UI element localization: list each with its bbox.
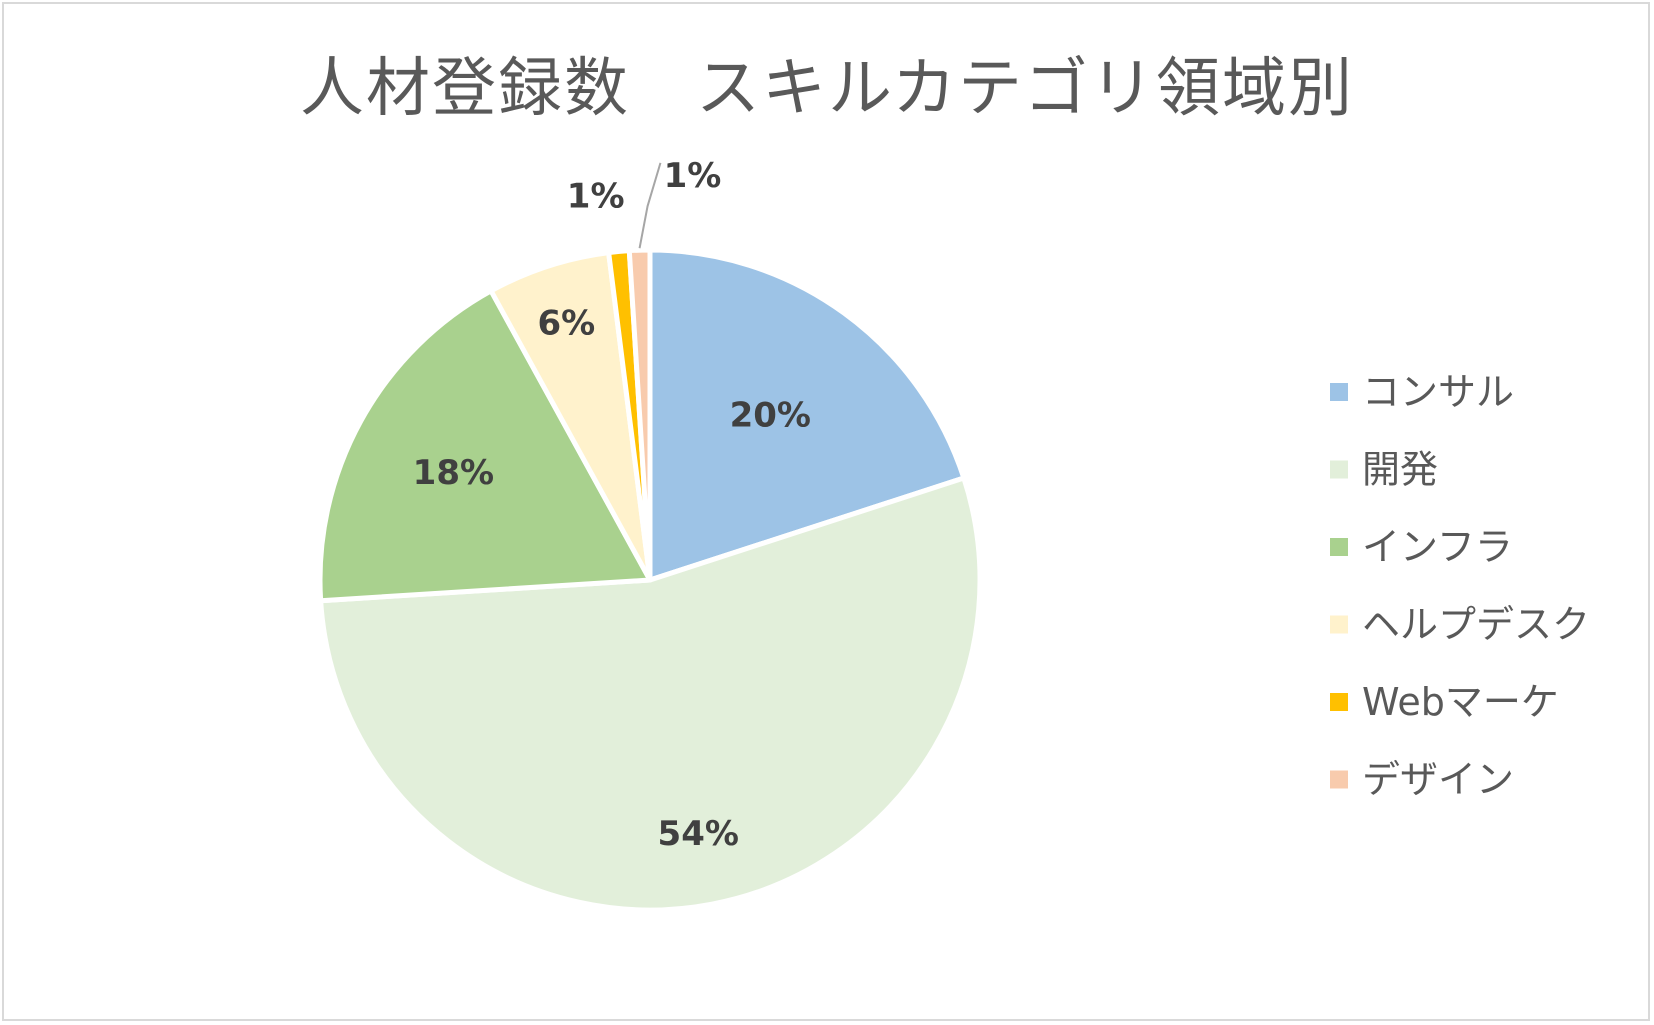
data-label-category-2: 54% (658, 814, 739, 854)
data-label-category-4: 6% (538, 304, 596, 344)
data-label-category-3: 18% (413, 453, 494, 493)
legend-label-category-1: コンサル (1362, 370, 1514, 414)
data-label-category-1: 20% (730, 395, 811, 435)
legend-swatch-category-1 (1330, 383, 1348, 401)
chart-title: 人材登録数 スキルカテゴリ領域別 (300, 52, 1354, 126)
leader-line-category-6 (638, 162, 662, 249)
legend-swatch-category-6 (1330, 770, 1348, 789)
pie-slice-category-6 (626, 247, 653, 583)
legend-label-category-4: ヘルプデスク (1362, 603, 1590, 647)
pie-slice-category-1 (647, 247, 967, 583)
data-label-web: 1% (567, 177, 625, 217)
legend-label-category-3: インフラ (1362, 525, 1513, 569)
legend-label-category-2: 開発 (1362, 448, 1438, 492)
legend-swatch-category-3 (1330, 538, 1348, 556)
legend-swatch-category-4 (1330, 615, 1348, 634)
legend-swatch-web (1330, 693, 1348, 711)
legend-label-web: Webマーケ (1362, 680, 1559, 724)
legend-swatch-category-2 (1330, 460, 1348, 479)
data-labels: 20% 54% 18% 6% 1% 1% (413, 156, 811, 854)
pie-slice-category-2 (318, 475, 983, 913)
leader-lines (638, 162, 662, 249)
pie-slices (317, 247, 983, 913)
pie-slice-category-3 (317, 288, 653, 604)
data-label-category-6: 1% (664, 156, 722, 196)
legend-label-category-6: デザイン (1362, 758, 1514, 802)
